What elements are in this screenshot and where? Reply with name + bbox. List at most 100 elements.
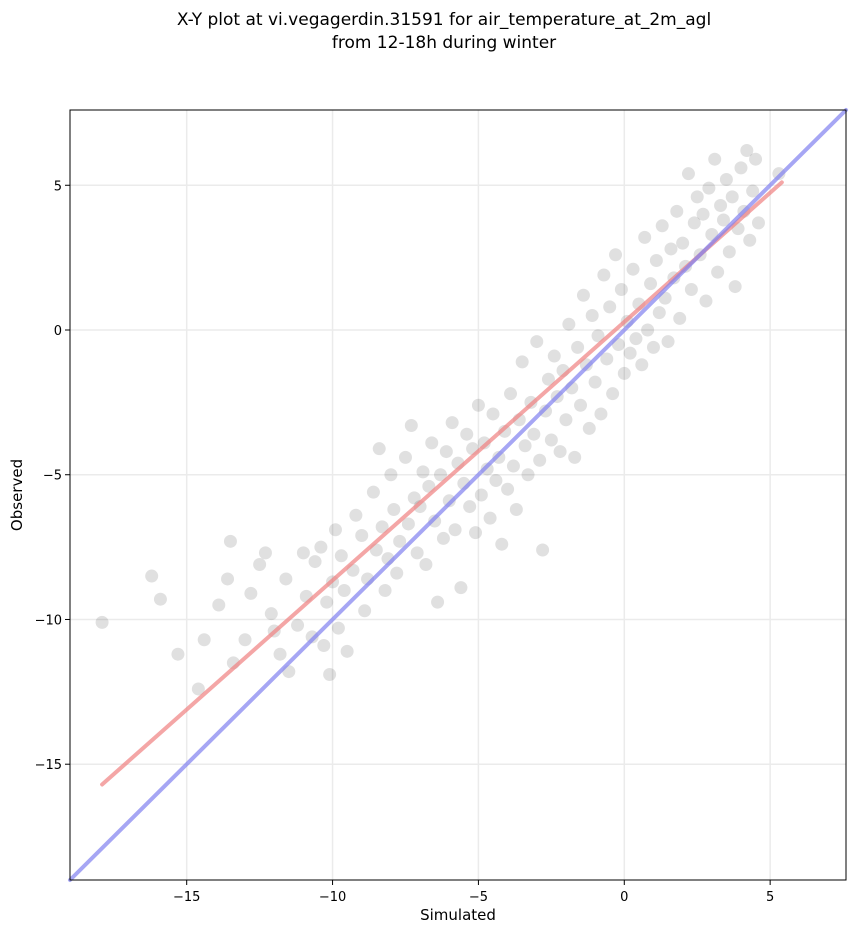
y-tick-label-3: 0 (54, 324, 62, 339)
data-point-111 (579, 358, 593, 372)
data-point-119 (603, 300, 617, 314)
data-point-146 (681, 167, 695, 181)
data-point-136 (652, 306, 666, 320)
y-tick-label-2: −5 (43, 469, 62, 484)
data-point-73 (469, 526, 483, 540)
data-point-26 (320, 595, 334, 609)
data-point-162 (728, 280, 742, 294)
data-point-85 (504, 387, 518, 401)
data-point-45 (384, 468, 398, 482)
data-point-140 (664, 242, 678, 256)
data-point-62 (436, 531, 450, 545)
data-points (95, 144, 786, 696)
data-point-118 (600, 352, 614, 366)
data-point-98 (541, 372, 555, 386)
y-axis-label: Observed (8, 459, 26, 531)
data-point-1 (145, 569, 159, 583)
data-point-52 (407, 491, 421, 505)
data-point-20 (296, 546, 310, 560)
data-point-91 (521, 468, 535, 482)
data-point-96 (536, 543, 550, 557)
data-point-25 (317, 639, 331, 653)
data-point-35 (349, 508, 363, 522)
x-tick-label-4: 5 (766, 890, 774, 905)
data-point-94 (530, 335, 544, 349)
data-point-46 (387, 502, 401, 516)
x-tick-label-1: −10 (319, 890, 346, 905)
data-point-17 (279, 572, 293, 586)
data-point-63 (439, 445, 453, 459)
data-point-124 (617, 366, 631, 380)
data-point-137 (655, 219, 669, 233)
data-point-164 (734, 161, 748, 175)
data-point-97 (539, 404, 553, 418)
data-point-153 (702, 181, 716, 195)
data-point-58 (425, 436, 439, 450)
data-point-80 (489, 474, 503, 488)
data-point-131 (638, 230, 652, 244)
data-point-29 (328, 523, 342, 537)
x-axis-label: Simulated (420, 906, 496, 924)
data-point-158 (716, 213, 730, 227)
data-point-6 (212, 598, 226, 612)
data-point-105 (562, 317, 576, 331)
data-point-51 (404, 419, 418, 433)
data-point-157 (714, 199, 728, 213)
data-point-166 (740, 144, 754, 158)
data-point-14 (264, 607, 278, 621)
grid-lines (70, 110, 846, 880)
data-point-12 (253, 557, 267, 571)
data-point-99 (544, 433, 558, 447)
data-point-5 (197, 633, 211, 647)
chart-title-line-2: from 12-18h during winter (332, 33, 556, 53)
data-point-113 (585, 309, 599, 323)
data-point-66 (448, 523, 462, 537)
data-point-10 (238, 633, 252, 647)
data-point-0 (95, 615, 109, 629)
data-point-2 (153, 592, 167, 606)
data-point-116 (594, 407, 608, 421)
data-point-128 (629, 332, 643, 346)
data-point-48 (393, 534, 407, 548)
data-point-19 (291, 618, 305, 632)
data-point-107 (568, 450, 582, 464)
x-tick-label-2: −5 (469, 890, 488, 905)
data-point-147 (684, 282, 698, 296)
axis-ticks: −15 −10 −5 0 5 −15 −10 −5 0 5 (35, 179, 775, 905)
data-point-7 (221, 572, 235, 586)
data-point-59 (428, 514, 442, 528)
data-point-160 (722, 245, 736, 259)
data-point-30 (331, 621, 345, 635)
data-point-33 (340, 644, 354, 658)
data-point-31 (334, 549, 348, 563)
x-tick-label-3: 0 (620, 890, 628, 905)
data-point-155 (708, 152, 722, 166)
data-point-121 (609, 248, 623, 262)
data-point-16 (273, 647, 287, 661)
x-tick-label-0: −15 (173, 890, 200, 905)
data-point-71 (463, 500, 477, 514)
data-point-149 (690, 190, 704, 204)
data-point-139 (661, 335, 675, 349)
data-point-93 (527, 427, 541, 441)
data-point-36 (355, 529, 369, 543)
data-point-82 (495, 537, 509, 551)
data-point-83 (498, 424, 512, 438)
data-point-132 (641, 323, 655, 337)
data-point-53 (410, 546, 424, 560)
data-point-87 (509, 502, 523, 516)
chart-title-line-1: X-Y plot at vi.vegagerdin.31591 for air_… (177, 10, 711, 30)
data-point-109 (574, 398, 588, 412)
data-point-41 (372, 442, 386, 456)
data-point-130 (635, 358, 649, 372)
data-point-27 (323, 667, 337, 681)
data-point-108 (571, 340, 585, 354)
data-point-3 (171, 647, 185, 661)
y-tick-label-1: −10 (35, 613, 62, 628)
data-point-84 (501, 482, 515, 496)
identity-line (68, 108, 848, 882)
data-point-64 (442, 494, 456, 508)
data-point-161 (725, 190, 739, 204)
data-point-100 (547, 349, 561, 363)
reference-lines (68, 108, 848, 882)
